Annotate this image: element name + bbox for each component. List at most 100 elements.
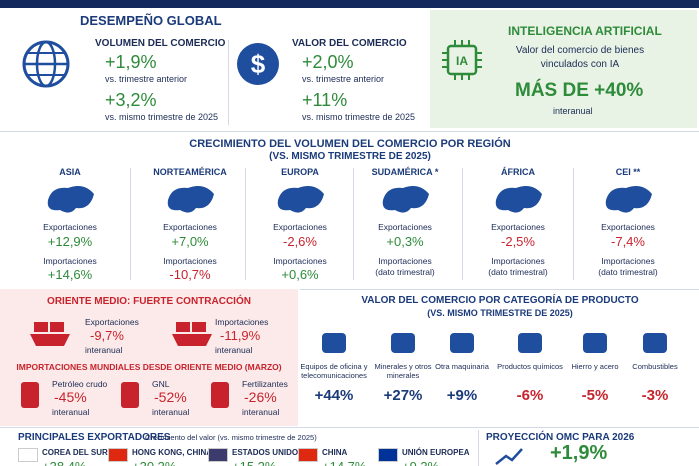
section-subtitle: IMPORTACIONES MUNDIALES DESDE ORIENTE ME…	[16, 362, 282, 372]
section-title: ORIENTE MEDIO: FUERTE CONTRACCIÓN	[47, 296, 251, 307]
category-name: Hierro y acero	[571, 362, 619, 371]
flow-value: -9,7%	[90, 328, 124, 343]
flow-icon	[170, 318, 214, 350]
item-name: GNL	[152, 379, 170, 389]
metric-label: vs. trimestre anterior	[302, 74, 385, 84]
imports-label: Importaciones	[163, 256, 217, 266]
region-name: ASIA	[59, 167, 81, 177]
exporter-name: UNIÓN EUROPEA	[402, 448, 470, 457]
flag	[298, 448, 318, 462]
divider	[130, 168, 131, 280]
imports-label: Importaciones	[601, 256, 655, 266]
item-value: -45%	[54, 389, 87, 405]
dollar-icon: $	[237, 43, 279, 85]
region-map	[375, 180, 435, 218]
region-map	[160, 180, 220, 218]
exporter-name: ESTADOS UNIDOS	[232, 448, 304, 457]
category-value: +44%	[314, 387, 354, 404]
growth-icon	[495, 448, 523, 465]
item-icon	[118, 380, 142, 410]
divider	[228, 40, 229, 125]
region-name: SUDAMÉRICA *	[371, 167, 439, 177]
metric-title: VALOR DEL COMERCIO	[292, 38, 407, 49]
exports-value: +0,3%	[386, 234, 424, 249]
category-name: Otra maquinaria	[435, 362, 489, 371]
category-name: Minerales y otros minerales	[374, 362, 432, 380]
category-name: Equipos de oficina y telecomunicaciones	[300, 362, 368, 380]
exports-label: Exportaciones	[601, 222, 655, 232]
exports-value: -2,5%	[501, 234, 535, 249]
imports-label: Importaciones	[273, 256, 327, 266]
ai-highlight: MÁS DE +40%	[515, 80, 644, 101]
metric-value: +2,0%	[302, 52, 354, 72]
imports-note: (dato trimestral)	[598, 267, 658, 277]
category-name: Combustibles	[632, 362, 678, 371]
exports-value: -7,4%	[611, 234, 645, 249]
exports-label: Exportaciones	[491, 222, 545, 232]
divider	[573, 168, 574, 280]
ai-description: Valor del comercio de bienes vinculados …	[515, 45, 645, 70]
metric-value: +3,2%	[105, 90, 157, 110]
item-icon	[18, 380, 42, 410]
exporter-name: HONG KONG, CHINA	[132, 448, 212, 457]
section-title: CRECIMIENTO DEL VOLUMEN DEL COMERCIO POR…	[189, 138, 511, 150]
item-icon	[208, 380, 232, 410]
projection-value: +1,9%	[550, 442, 608, 464]
flow-icon	[28, 318, 72, 350]
region-map	[40, 180, 100, 218]
category-value: -5%	[581, 387, 609, 404]
divider	[0, 131, 699, 132]
flag	[208, 448, 228, 462]
divider	[0, 427, 699, 428]
ai-panel	[430, 10, 697, 128]
exports-value: -2,6%	[283, 234, 317, 249]
exports-value: +12,9%	[47, 234, 93, 249]
exports-label: Exportaciones	[378, 222, 432, 232]
divider	[461, 168, 463, 280]
chip-label: IA	[456, 54, 468, 68]
chip-icon: IA	[442, 40, 482, 80]
metric-label: vs. trimestre anterior	[105, 74, 188, 84]
item-note: interanual	[242, 407, 280, 417]
exports-value: +7,0%	[171, 234, 209, 249]
divider	[478, 430, 479, 466]
item-note: interanual	[52, 407, 90, 417]
section-title: DESEMPEÑO GLOBAL	[80, 13, 222, 28]
section-subtitle: (VS. MISMO TRIMESTRE DE 2025)	[427, 308, 573, 318]
item-name: Fertilizantes	[242, 379, 288, 389]
category-icon	[640, 328, 670, 358]
item-name: Petróleo crudo	[52, 379, 108, 389]
category-name: Productos químicos	[497, 362, 563, 371]
exporter-value: +9,3%	[402, 459, 439, 466]
divider	[300, 289, 699, 290]
divider	[245, 168, 246, 280]
divider	[352, 168, 354, 280]
middle-east-panel	[0, 289, 298, 426]
flag	[108, 448, 128, 462]
section-subtitle: Crecimiento del valor (vs. mismo trimest…	[145, 433, 317, 442]
ai-title: INTELIGENCIA ARTIFICIAL	[508, 24, 662, 38]
imports-value: +0,6%	[281, 267, 319, 282]
flag	[378, 448, 398, 462]
exporter-name: COREA DEL SUR	[42, 448, 108, 457]
region-map	[488, 180, 548, 218]
region-name: NORTEAMÉRICA	[153, 167, 227, 177]
item-value: -52%	[154, 389, 187, 405]
exporter-value: +30,3%	[132, 459, 176, 466]
exporter-name: CHINA	[322, 448, 348, 457]
imports-label: Importaciones	[491, 256, 545, 266]
metric-label: vs. mismo trimestre de 2025	[302, 112, 416, 122]
metric-label: vs. mismo trimestre de 2025	[105, 112, 219, 122]
flag	[18, 448, 38, 462]
globe-icon	[22, 40, 70, 88]
ai-note: interanual	[553, 106, 593, 116]
exporter-value: +15,2%	[232, 459, 276, 466]
region-map	[598, 180, 658, 218]
region-name: ÁFRICA	[501, 167, 535, 177]
region-map	[270, 180, 330, 218]
section-subtitle: (VS. MISMO TRIMESTRE DE 2025)	[269, 151, 431, 162]
metric-title: VOLUMEN DEL COMERCIO	[95, 38, 226, 49]
category-icon	[388, 328, 418, 358]
exporter-value: +38,4%	[42, 459, 86, 466]
